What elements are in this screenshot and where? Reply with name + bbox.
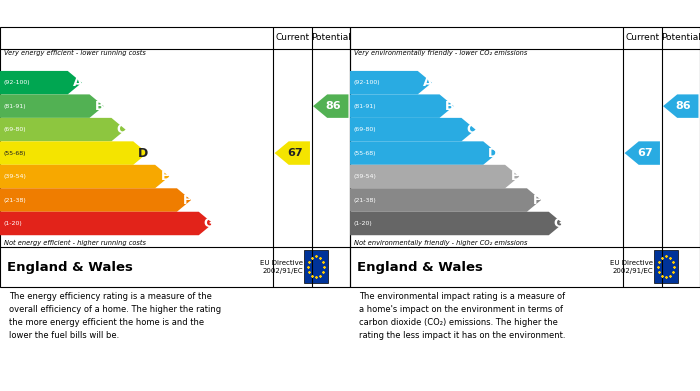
Text: A: A xyxy=(423,76,433,89)
Polygon shape xyxy=(663,94,699,118)
Polygon shape xyxy=(313,94,349,118)
Polygon shape xyxy=(0,212,213,235)
Bar xyxy=(654,250,678,283)
Text: (81-91): (81-91) xyxy=(354,104,376,109)
Bar xyxy=(304,250,328,283)
Text: The environmental impact rating is a measure of
a home's impact on the environme: The environmental impact rating is a mea… xyxy=(358,292,565,340)
Text: G: G xyxy=(554,217,564,230)
Polygon shape xyxy=(0,188,191,212)
Text: 67: 67 xyxy=(637,148,653,158)
Text: F: F xyxy=(533,194,541,206)
Text: EU Directive
2002/91/EC: EU Directive 2002/91/EC xyxy=(610,260,652,274)
Text: Not energy efficient - higher running costs: Not energy efficient - higher running co… xyxy=(4,240,146,246)
Text: (55-68): (55-68) xyxy=(354,151,376,156)
Text: (39-54): (39-54) xyxy=(4,174,27,179)
Polygon shape xyxy=(350,188,541,212)
Text: (81-91): (81-91) xyxy=(4,104,26,109)
Polygon shape xyxy=(350,118,475,141)
Text: (21-38): (21-38) xyxy=(354,197,377,203)
Text: G: G xyxy=(204,217,214,230)
Text: Energy Efficiency Rating: Energy Efficiency Rating xyxy=(8,7,172,20)
Polygon shape xyxy=(0,118,125,141)
Text: England & Wales: England & Wales xyxy=(7,261,133,274)
Text: Current: Current xyxy=(625,33,659,42)
Polygon shape xyxy=(0,94,104,118)
Text: (1-20): (1-20) xyxy=(4,221,22,226)
Text: 86: 86 xyxy=(676,101,692,111)
Text: Not environmentally friendly - higher CO₂ emissions: Not environmentally friendly - higher CO… xyxy=(354,240,528,246)
Text: (69-80): (69-80) xyxy=(4,127,26,132)
Text: F: F xyxy=(183,194,191,206)
Text: (39-54): (39-54) xyxy=(354,174,377,179)
Text: D: D xyxy=(488,147,498,160)
Text: (92-100): (92-100) xyxy=(4,80,30,85)
Polygon shape xyxy=(350,212,563,235)
Polygon shape xyxy=(0,141,148,165)
Text: D: D xyxy=(138,147,148,160)
Polygon shape xyxy=(0,165,169,188)
Text: Current: Current xyxy=(275,33,309,42)
Text: (92-100): (92-100) xyxy=(354,80,380,85)
Text: 86: 86 xyxy=(326,101,342,111)
Text: England & Wales: England & Wales xyxy=(357,261,483,274)
Text: The energy efficiency rating is a measure of the
overall efficiency of a home. T: The energy efficiency rating is a measur… xyxy=(8,292,220,340)
Text: Potential: Potential xyxy=(661,33,700,42)
Text: E: E xyxy=(511,170,519,183)
Polygon shape xyxy=(350,71,432,94)
Polygon shape xyxy=(350,165,519,188)
Polygon shape xyxy=(0,71,82,94)
Text: (21-38): (21-38) xyxy=(4,197,27,203)
Text: Environmental Impact (CO₂) Rating: Environmental Impact (CO₂) Rating xyxy=(358,7,591,20)
Text: 67: 67 xyxy=(287,148,303,158)
Text: C: C xyxy=(467,123,476,136)
Polygon shape xyxy=(350,141,498,165)
Text: B: B xyxy=(94,100,104,113)
Text: Very energy efficient - lower running costs: Very energy efficient - lower running co… xyxy=(4,50,146,56)
Text: (69-80): (69-80) xyxy=(354,127,376,132)
Polygon shape xyxy=(624,141,660,165)
Text: (55-68): (55-68) xyxy=(4,151,26,156)
Text: B: B xyxy=(444,100,454,113)
Text: Very environmentally friendly - lower CO₂ emissions: Very environmentally friendly - lower CO… xyxy=(354,50,528,56)
Polygon shape xyxy=(274,141,310,165)
Text: E: E xyxy=(161,170,169,183)
Polygon shape xyxy=(350,94,454,118)
Text: C: C xyxy=(117,123,126,136)
Text: EU Directive
2002/91/EC: EU Directive 2002/91/EC xyxy=(260,260,302,274)
Text: Potential: Potential xyxy=(311,33,351,42)
Text: (1-20): (1-20) xyxy=(354,221,372,226)
Text: A: A xyxy=(73,76,83,89)
